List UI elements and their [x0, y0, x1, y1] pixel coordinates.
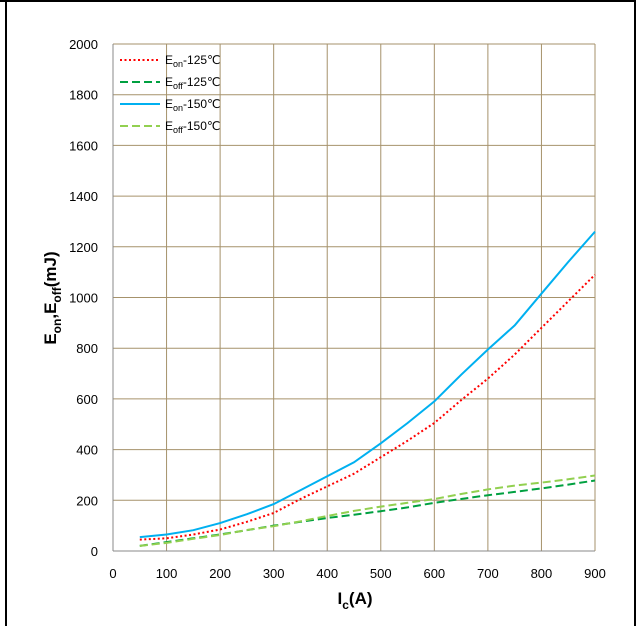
x-axis-title: Ic(A) [337, 589, 372, 612]
y-axis-title-e2: ,E [41, 303, 60, 319]
y-tick-label: 1200 [69, 240, 98, 255]
x-tick-label: 0 [109, 566, 116, 581]
y-axis-title-e1: E [41, 333, 60, 344]
y-tick-label: 200 [76, 493, 98, 508]
x-tick-label: 500 [370, 566, 392, 581]
grid-lines [112, 43, 596, 552]
legend-label-3: Eon-150℃ [165, 97, 221, 113]
x-tick-label: 600 [423, 566, 445, 581]
series-line-1 [139, 273, 596, 541]
x-axis-title-sub: c [342, 598, 349, 612]
series-line-3 [139, 230, 596, 539]
series-line-2 [139, 479, 596, 547]
y-tick-label: 0 [91, 544, 98, 559]
legend: Eon-125℃ Eoff-125℃ Eon-150℃ Eoff-150℃ [120, 53, 221, 135]
y-tick-label: 1400 [69, 189, 98, 204]
x-axis-title-unit: (A) [349, 589, 373, 608]
y-axis-title: Eon,Eoff(mJ) [41, 251, 64, 344]
y-tick-label: 2000 [69, 37, 98, 52]
y-axis-title-sub1: on [50, 319, 64, 334]
y-tick-label: 400 [76, 443, 98, 458]
x-axis-ticks: 0 100 200 300 400 500 600 700 800 900 [109, 566, 605, 581]
x-axis-title-main: I [337, 589, 342, 608]
series-line-4 [139, 474, 596, 547]
x-tick-label: 100 [156, 566, 178, 581]
y-tick-label: 800 [76, 341, 98, 356]
y-tick-label: 1800 [69, 88, 98, 103]
x-tick-label: 300 [263, 566, 285, 581]
series-lines [139, 230, 596, 547]
x-tick-label: 800 [531, 566, 553, 581]
legend-label-1: Eon-125℃ [165, 53, 221, 69]
x-tick-label: 200 [209, 566, 231, 581]
y-axis-title-sub2: off [50, 286, 64, 302]
x-tick-label: 400 [316, 566, 338, 581]
y-tick-label: 1600 [69, 138, 98, 153]
y-tick-label: 1000 [69, 291, 98, 306]
legend-label-4: Eoff-150℃ [165, 119, 220, 135]
x-tick-label: 900 [584, 566, 606, 581]
y-axis-title-unit: (mJ) [41, 251, 60, 287]
x-tick-label: 700 [477, 566, 499, 581]
y-axis-ticks: 0 200 400 600 800 1000 1200 1400 1600 1800 2000 [69, 37, 98, 559]
legend-label-2: Eoff-125℃ [165, 75, 220, 91]
y-tick-label: 600 [76, 392, 98, 407]
